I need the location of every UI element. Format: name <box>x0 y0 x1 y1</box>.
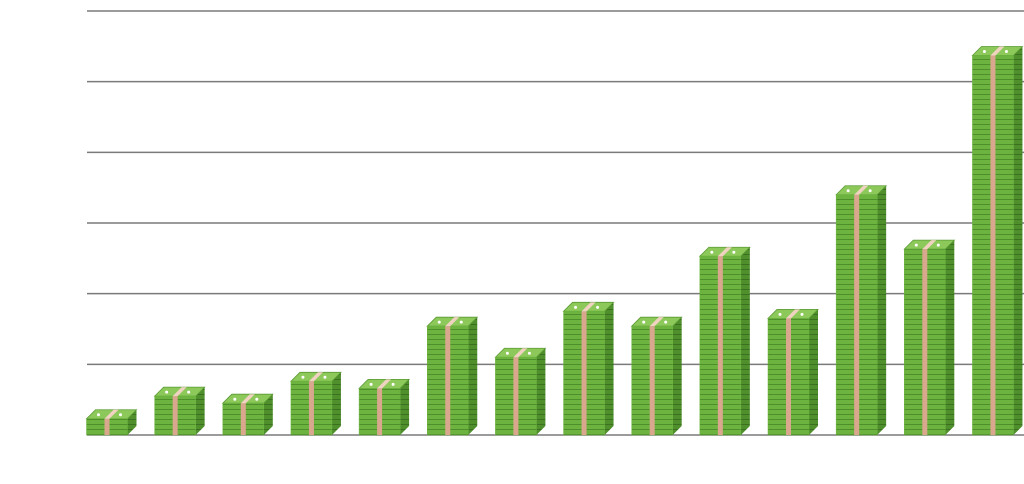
bar-band <box>649 326 655 435</box>
bill-mark <box>97 413 100 417</box>
bill-mark <box>301 375 305 379</box>
bar-side <box>468 317 478 435</box>
bar-band-top <box>308 372 323 382</box>
bill-mark <box>914 243 918 247</box>
bar-band-top <box>172 387 187 397</box>
bar-side <box>1013 46 1023 436</box>
bar-band <box>717 256 723 435</box>
bill-mark <box>255 397 259 401</box>
bill-mark <box>732 250 736 254</box>
bar-band-top <box>445 317 460 327</box>
bill-mark <box>574 305 578 309</box>
bill-mark <box>596 305 600 309</box>
bill-mark <box>936 243 940 247</box>
bar-side <box>809 309 818 435</box>
bar-band <box>377 388 383 435</box>
bar-band-top <box>717 247 732 257</box>
bar-side <box>877 185 887 435</box>
bar-side <box>127 409 137 435</box>
bill-mark <box>1004 50 1008 54</box>
bill-mark <box>437 320 441 324</box>
bar-side <box>740 247 750 435</box>
bar-side <box>945 240 955 435</box>
bar-band-top <box>854 185 869 195</box>
bar-band <box>513 357 519 435</box>
bar-side <box>672 317 682 435</box>
bar-band <box>308 381 314 435</box>
bar-band-top <box>922 240 937 250</box>
bar-side <box>331 372 341 435</box>
bar-band-top <box>240 394 255 404</box>
bar-band <box>104 418 110 435</box>
bill-mark <box>187 390 191 394</box>
bar-band-top <box>581 302 596 312</box>
bar-side <box>604 302 614 435</box>
bill-mark <box>527 351 531 355</box>
bill-mark <box>165 390 169 394</box>
bar-band <box>854 194 860 435</box>
bill-mark <box>369 382 373 386</box>
bill-mark <box>868 189 872 193</box>
bar-band-top <box>786 309 800 319</box>
bar-band-top <box>990 46 1005 56</box>
bill-mark <box>778 312 782 316</box>
bill-mark <box>233 397 237 401</box>
bar-side <box>195 387 205 435</box>
bar-band <box>172 396 178 435</box>
bill-mark <box>710 250 714 254</box>
bar-band <box>990 55 996 436</box>
bar-band <box>581 311 587 435</box>
bar-band-top <box>649 317 664 327</box>
bill-mark <box>982 50 986 54</box>
bill-mark <box>846 189 850 193</box>
bill-mark <box>800 312 804 316</box>
bill-mark <box>119 413 122 417</box>
bar-side <box>263 394 273 435</box>
bar-band <box>445 326 451 435</box>
bill-mark <box>323 375 327 379</box>
bill-mark <box>391 382 395 386</box>
bill-mark <box>459 320 463 324</box>
bar-band <box>922 249 928 435</box>
bar-band-top <box>104 409 119 419</box>
bar-band-top <box>377 379 392 389</box>
bar-band <box>240 403 246 435</box>
bill-mark <box>505 351 509 355</box>
bar-side <box>536 348 546 435</box>
bill-mark <box>664 320 668 324</box>
bar-band-top <box>513 348 528 358</box>
bar-band <box>786 318 791 435</box>
bar-side <box>400 379 410 435</box>
bill-mark <box>642 320 646 324</box>
